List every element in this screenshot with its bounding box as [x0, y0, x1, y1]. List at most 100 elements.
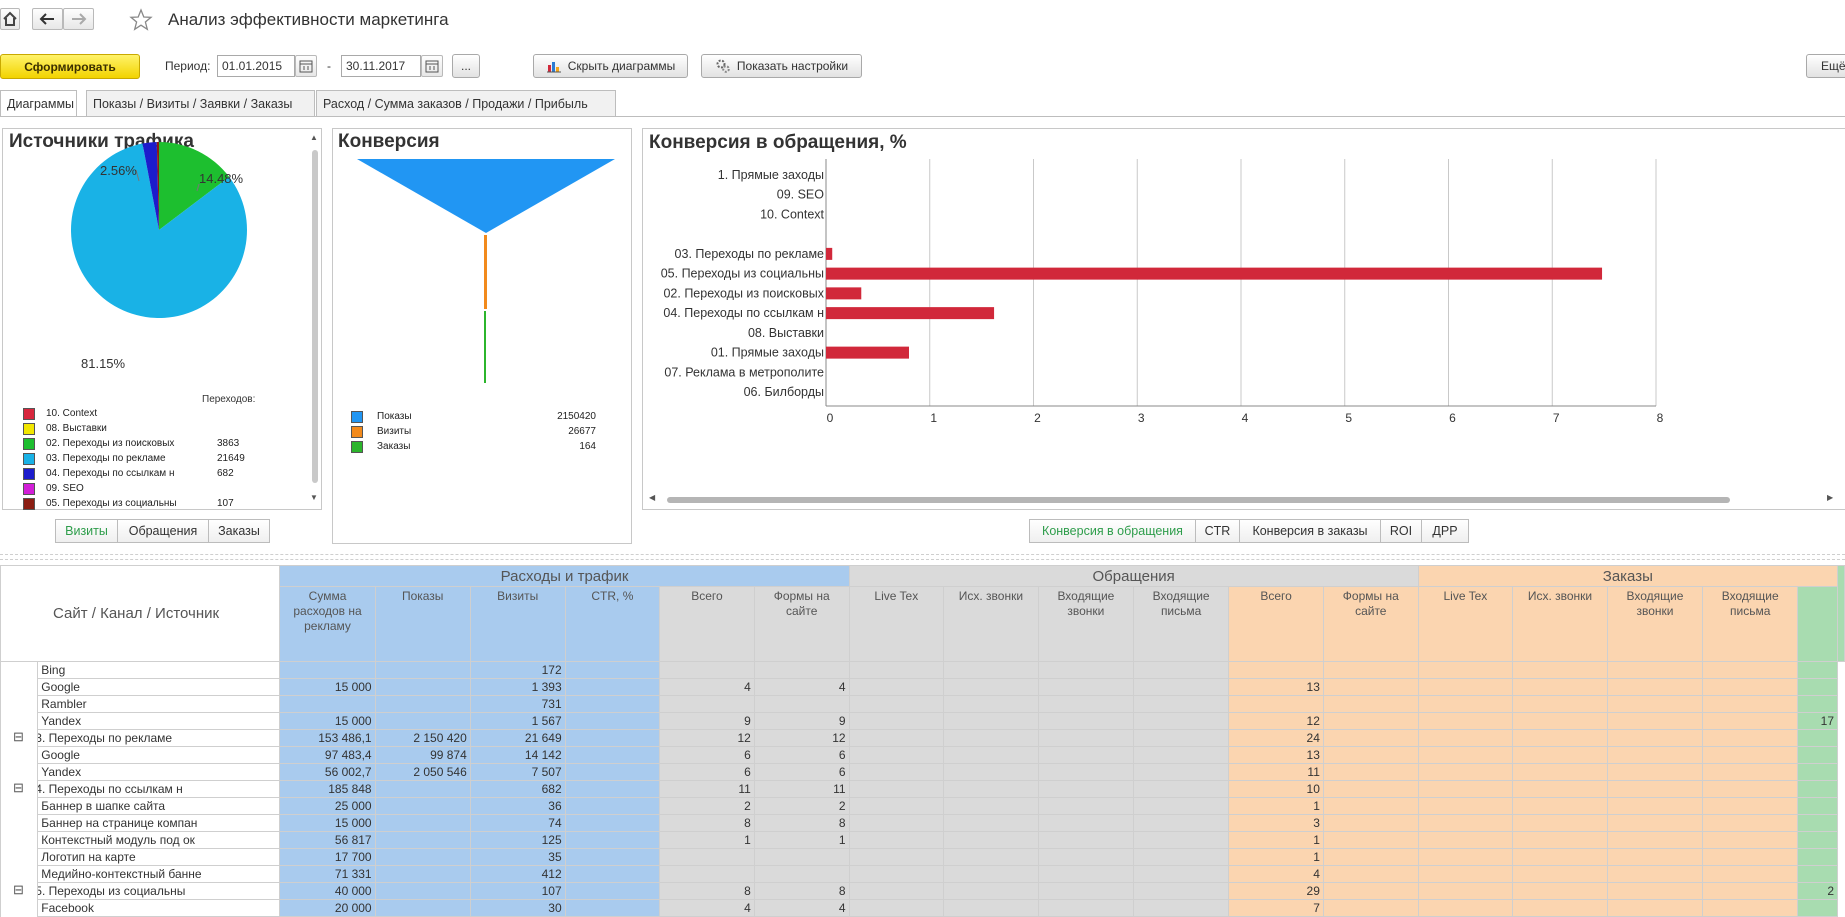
table-cell: 56 817 [279, 831, 376, 849]
table-cell [943, 780, 1039, 798]
splitter[interactable] [0, 554, 1845, 560]
scroll-left-icon[interactable]: ◀ [649, 493, 656, 502]
back-button[interactable] [32, 8, 63, 30]
metric-ctr[interactable]: CTR [1195, 519, 1240, 543]
column-header[interactable]: Live Tex [1417, 586, 1514, 662]
table-cell: 13 [1228, 746, 1324, 764]
x-tick-label: 4 [1242, 411, 1249, 425]
column-header[interactable]: Формы на сайте [1322, 586, 1419, 662]
table-row[interactable]: Логотип на карте 17 700 35 1 [0, 848, 1845, 866]
table-row[interactable]: ⊟ 3. Переходы по рекламе 153 486,1 2 150 42… [0, 729, 1845, 747]
table-cell [1606, 695, 1704, 713]
hide-charts-button[interactable]: Скрыть диаграммы [533, 54, 688, 78]
period-select-button[interactable]: ... [452, 54, 480, 78]
more-button[interactable]: Ещё [1806, 54, 1845, 78]
table-cell [1417, 661, 1514, 679]
column-header[interactable]: Исх. звонки [943, 586, 1039, 662]
table-row[interactable]: Facebook 20 000 30 4 4 7 [0, 899, 1845, 917]
date-to-calendar-button[interactable] [421, 55, 443, 77]
column-header[interactable]: Исх. звонки [1512, 586, 1608, 662]
traffic-switch-orders[interactable]: Заказы [208, 519, 270, 543]
table-row[interactable]: Google 97 483,4 99 874 14 142 6 6 13 [0, 746, 1845, 764]
traffic-switch-requests[interactable]: Обращения [117, 519, 209, 543]
table-cell [1322, 695, 1419, 713]
table-cell [1417, 882, 1514, 900]
metric-conversion-orders[interactable]: Конверсия в заказы [1239, 519, 1381, 543]
column-header[interactable]: Входящие звонки [1037, 586, 1135, 662]
show-settings-button[interactable]: Показать настройки [701, 54, 862, 78]
table-cell [374, 712, 471, 730]
metric-roi[interactable]: ROI [1380, 519, 1422, 543]
forward-button[interactable] [63, 8, 94, 30]
column-header[interactable]: Входящие письма [1702, 586, 1799, 662]
source-cell: Медийно-контекстный банне [37, 865, 281, 883]
table-cell [564, 678, 661, 696]
date-from-calendar-button[interactable] [295, 55, 317, 77]
collapse-icon[interactable]: ⊟ [13, 780, 24, 795]
table-cell [1702, 780, 1799, 798]
category-label: 04. Переходы по ссылкам н [663, 306, 824, 320]
home-button[interactable] [0, 8, 20, 30]
column-header[interactable]: Входящие письма [1133, 586, 1230, 662]
table-cell [848, 899, 945, 917]
tree-cell[interactable]: ⊟ [0, 882, 39, 900]
hscroll-thumb[interactable] [667, 497, 1730, 503]
date-to-field[interactable]: 30.11.2017 [341, 55, 421, 77]
legend-scrollbar[interactable]: ▲ ▼ [310, 133, 319, 505]
table-cell [1037, 712, 1135, 730]
column-header[interactable]: Визиты [469, 586, 566, 662]
table-row[interactable]: Баннер на странице компан 15 000 74 8 8 3 [0, 814, 1845, 832]
scroll-thumb[interactable] [312, 150, 318, 483]
column-header[interactable]: Входящие звонки [1606, 586, 1704, 662]
table-row[interactable]: Bing 172 [0, 661, 1845, 679]
column-header[interactable]: Формы на сайте [753, 586, 850, 662]
tree-cell[interactable]: ⊟ [0, 729, 39, 747]
funnel-visits-segment [484, 235, 487, 309]
tree-cell[interactable]: ⊟ [0, 780, 39, 798]
table-cell: 8 [659, 814, 755, 832]
column-header[interactable]: Всего [659, 586, 755, 662]
table-cell [1797, 899, 1838, 917]
traffic-switch-visits[interactable]: Визиты [55, 519, 118, 543]
table-row[interactable]: Медийно-контекстный банне 71 331 412 4 [0, 865, 1845, 883]
metric-conversion-requests[interactable]: Конверсия в обращения [1029, 519, 1196, 543]
metric-drr[interactable]: ДРР [1421, 519, 1469, 543]
table-row[interactable]: ⊟ 5. Переходы из социальны 40 000 107 8 8 29 2 [0, 882, 1845, 900]
table-cell [1606, 831, 1704, 849]
date-from-field[interactable]: 01.01.2015 [217, 55, 295, 77]
table-row[interactable]: ⊟ 4. Переходы по ссылкам н 185 848 682 11 11 1… [0, 780, 1845, 798]
table-cell [1606, 746, 1704, 764]
table-row[interactable]: Контекстный модуль под ок 56 817 125 1 1 1 [0, 831, 1845, 849]
collapse-icon[interactable]: ⊟ [13, 882, 24, 897]
table-cell [1133, 763, 1230, 781]
table-row[interactable]: Yandex 15 000 1 567 9 9 12 17 [0, 712, 1845, 730]
column-header[interactable] [1797, 586, 1838, 662]
favorite-star-icon[interactable] [129, 8, 153, 32]
table-row[interactable]: Google 15 000 1 393 4 4 13 [0, 678, 1845, 696]
column-header[interactable]: Сумма расходов на рекламу [279, 586, 376, 662]
table-cell [564, 661, 661, 679]
column-header[interactable]: Показы [374, 586, 471, 662]
tab-impressions-visits[interactable]: Показы / Визиты / Заявки / Заказы [86, 90, 315, 116]
table-row[interactable]: Yandex 56 002,7 2 050 546 7 507 6 6 11 [0, 763, 1845, 781]
tab-expenses-profit[interactable]: Расход / Сумма заказов / Продажи / Прибы… [316, 90, 616, 116]
scroll-up-icon[interactable]: ▲ [310, 133, 318, 142]
scroll-right-icon[interactable]: ▶ [1827, 493, 1834, 502]
category-label: 03. Переходы по рекламе [675, 247, 824, 261]
collapse-icon[interactable]: ⊟ [13, 729, 24, 744]
column-header[interactable]: Всего [1228, 586, 1324, 662]
tab-charts[interactable]: Диаграммы [0, 90, 77, 117]
scroll-down-icon[interactable]: ▼ [310, 493, 318, 502]
column-header[interactable]: CTR, % [564, 586, 661, 662]
table-row[interactable]: Баннер в шапке сайта 25 000 36 2 2 1 [0, 797, 1845, 815]
table-cell [753, 848, 850, 866]
column-header[interactable]: Live Tex [848, 586, 945, 662]
table-cell: 1 [1228, 848, 1324, 866]
table-cell: 99 874 [374, 746, 471, 764]
chart-hscrollbar[interactable]: ◀ ▶ [643, 493, 1843, 505]
table-row[interactable]: Rambler 731 [0, 695, 1845, 713]
generate-button[interactable]: Сформировать [0, 54, 140, 79]
table-cell [1322, 831, 1419, 849]
x-tick-label: 6 [1449, 411, 1456, 425]
table-cell: 97 483,4 [279, 746, 376, 764]
